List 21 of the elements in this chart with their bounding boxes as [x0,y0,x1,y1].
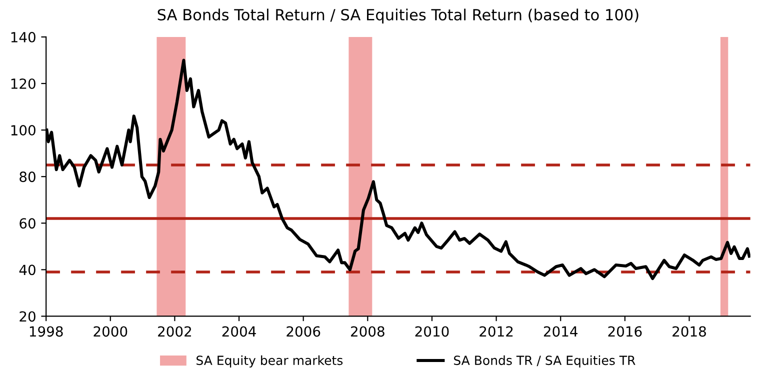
x-tick-label: 2018 [672,326,706,337]
x-tick-label: 2014 [544,326,578,337]
x-tick-label: 2010 [415,326,449,337]
y-tick-label: 20 [20,311,36,322]
x-tick-label: 2004 [222,326,256,337]
x-tick-label: 1998 [30,326,63,337]
x-tick-label: 2000 [94,326,128,337]
y-tick-label: 80 [20,172,36,182]
y-tick-label: 140 [11,32,36,42]
x-tick-label: 2016 [608,326,642,337]
y-tick-label: 60 [20,218,36,229]
legend-label: SA Equity bear markets [196,355,343,368]
x-tick-label: 2006 [286,326,320,337]
legend-label: SA Bonds TR / SA Equities TR [454,355,636,368]
x-tick-label: 2008 [351,326,384,337]
chart-title: SA Bonds Total Return / SA Equities Total Return (based to 100) [158,8,638,24]
y-tick-label: 40 [19,264,36,276]
y-tick-label: 100 [11,125,36,136]
x-tick-label: 2012 [480,326,513,337]
y-tick-label: 120 [11,78,36,89]
x-tick-label: 2002 [158,326,191,337]
